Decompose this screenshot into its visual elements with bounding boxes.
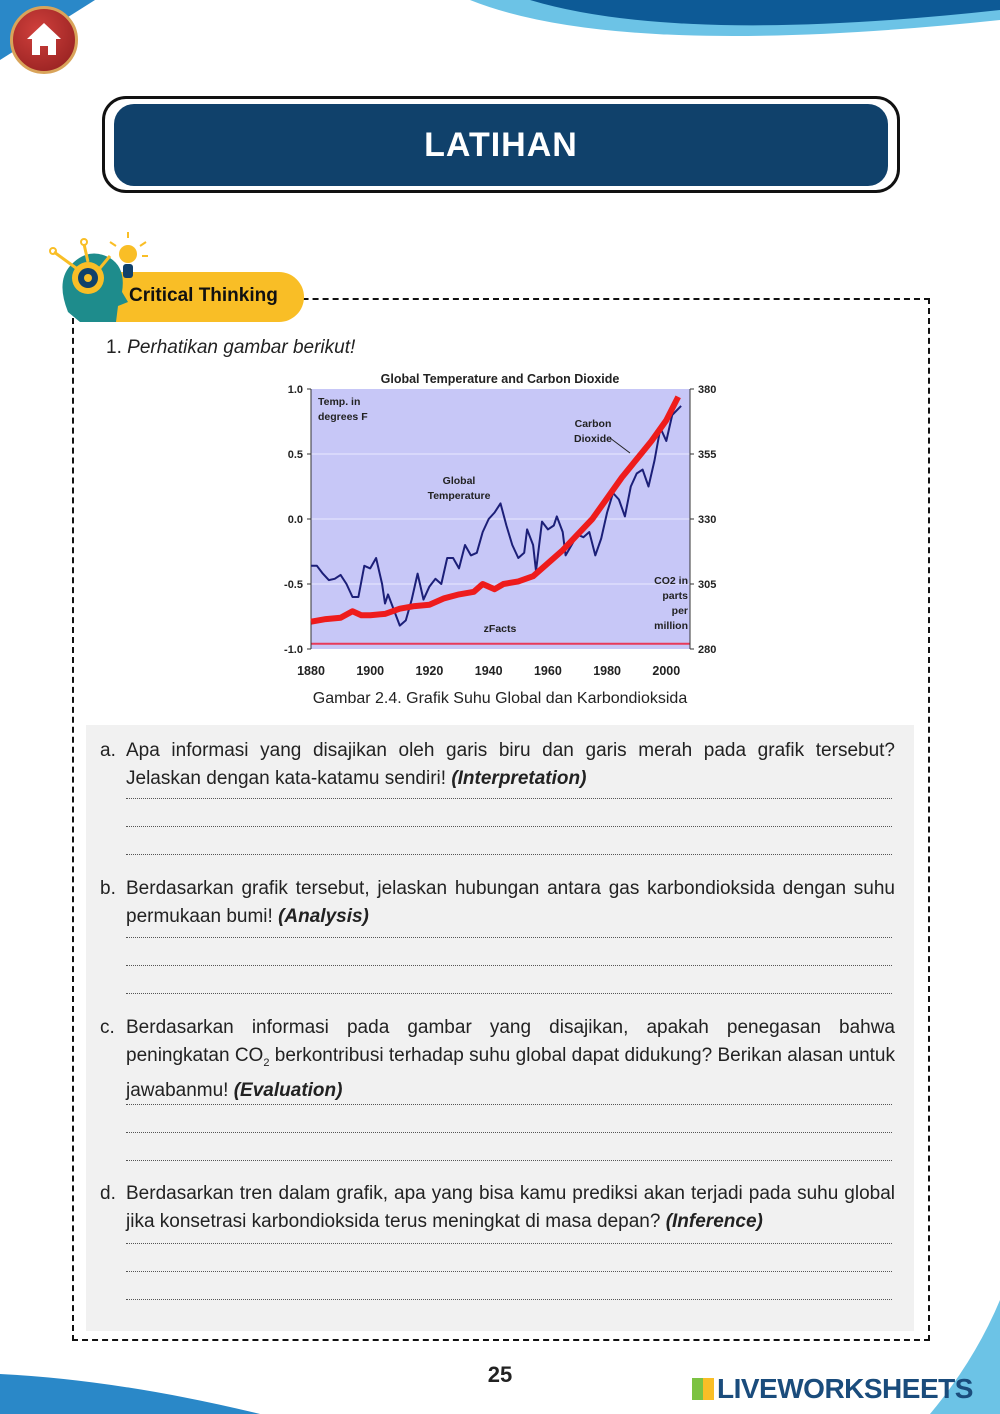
- question-tag: (Inference): [665, 1211, 763, 1232]
- subscript: 2: [263, 1056, 270, 1069]
- question-label: c.: [100, 1017, 115, 1038]
- answer-line[interactable]: [126, 826, 892, 827]
- liveworksheets-logo[interactable]: LIVEWORKSHEETS: [692, 1373, 973, 1405]
- co2-axis-label: CO2 in: [654, 575, 688, 587]
- home-button[interactable]: [10, 6, 78, 74]
- question-text: Berdasarkan tren dalam grafik, apa yang …: [126, 1183, 895, 1232]
- figure-caption: Gambar 2.4. Grafik Suhu Global dan Karbo…: [312, 690, 688, 707]
- question-label: b.: [100, 878, 116, 899]
- y-tick-left: 0.5: [288, 449, 303, 461]
- question-c: c. Berdasarkan informasi pada gambar yang…: [100, 1014, 895, 1105]
- section-label: Critical Thinking: [96, 272, 304, 322]
- y-tick-right: 330: [698, 514, 716, 526]
- question-d: d. Berdasarkan tren dalam grafik, apa yan…: [100, 1180, 895, 1236]
- exercise-box: [72, 298, 930, 1341]
- page-number: 25: [487, 1362, 513, 1387]
- answer-line[interactable]: [126, 1243, 892, 1244]
- x-tick: 1880: [297, 664, 325, 678]
- home-icon: [27, 23, 61, 55]
- y-tick-left: 1.0: [288, 384, 303, 396]
- y-tick-right: 280: [698, 644, 716, 656]
- temp-axis-label: degrees F: [318, 411, 368, 423]
- question-b: b. Berdasarkan grafik tersebut, jelaskan …: [100, 875, 895, 931]
- y-tick-left: -1.0: [284, 644, 303, 656]
- x-tick: 1920: [416, 664, 444, 678]
- question-label: d.: [100, 1183, 116, 1204]
- co2-line: [310, 395, 681, 625]
- question-label: a.: [100, 740, 116, 761]
- y-tick-left: 0.0: [288, 514, 303, 526]
- question-text: Apa informasi yang disajikan oleh garis …: [126, 740, 895, 789]
- chart-title: Global Temperature and Carbon Dioxide: [381, 372, 620, 386]
- answer-line[interactable]: [126, 798, 892, 799]
- question-a: a. Apa informasi yang disajikan oleh gari…: [100, 737, 895, 793]
- answer-line[interactable]: [126, 1132, 892, 1133]
- temp-annotation: Global: [443, 475, 476, 487]
- co2-arrow: [609, 437, 631, 454]
- question-tag: (Interpretation): [451, 768, 587, 789]
- climate-chart: Global Temperature and Carbon Dioxide 1.…: [284, 372, 716, 678]
- x-tick: 1940: [475, 664, 503, 678]
- chart-watermark: zFacts: [484, 623, 517, 635]
- question-1: 1. Perhatikan gambar berikut!: [106, 337, 355, 359]
- temperature-line: [311, 405, 682, 627]
- x-tick: 2000: [652, 664, 680, 678]
- question-text: Berdasarkan informasi pada gambar yang d…: [126, 1017, 895, 1066]
- x-tick: 1900: [356, 664, 384, 678]
- answer-line[interactable]: [126, 1299, 892, 1300]
- answer-line[interactable]: [126, 854, 892, 855]
- answer-line[interactable]: [126, 1160, 892, 1161]
- logo-icon: [692, 1378, 714, 1400]
- y-tick-right: 355: [698, 449, 716, 461]
- page-title: LATIHAN: [114, 104, 888, 186]
- x-tick: 1980: [593, 664, 621, 678]
- temp-annotation: Temperature: [428, 490, 491, 502]
- co2-annotation: Dioxide: [574, 433, 612, 445]
- question-text: berkontribusi terhadap suhu global dapat…: [126, 1045, 895, 1101]
- question-tag: (Evaluation): [233, 1079, 343, 1101]
- critical-thinking-head-icon: [49, 232, 148, 322]
- temp-axis-label: Temp. in: [318, 396, 360, 408]
- y-tick-right: 380: [698, 384, 716, 396]
- co2-axis-label: per: [672, 605, 688, 617]
- footer-wave: [0, 1300, 1000, 1414]
- y-tick-right: 305: [698, 579, 716, 591]
- co2-axis-label: parts: [662, 590, 688, 602]
- question-tag: (Analysis): [278, 906, 369, 927]
- answer-line[interactable]: [126, 1271, 892, 1272]
- co2-axis-label: million: [654, 620, 688, 632]
- y-tick-left: -0.5: [284, 579, 303, 591]
- answer-line[interactable]: [126, 1104, 892, 1105]
- question-text: Berdasarkan grafik tersebut, jelaskan hu…: [126, 878, 895, 927]
- header-wave: [0, 0, 1000, 60]
- question-number: 1.: [106, 337, 122, 358]
- x-tick: 1960: [534, 664, 562, 678]
- answer-line[interactable]: [126, 937, 892, 938]
- answer-line[interactable]: [126, 993, 892, 994]
- brand-text: LIVEWORKSHEETS: [717, 1373, 973, 1404]
- co2-annotation: Carbon: [575, 418, 612, 430]
- answer-line[interactable]: [126, 965, 892, 966]
- question-prompt: Perhatikan gambar berikut!: [127, 337, 356, 358]
